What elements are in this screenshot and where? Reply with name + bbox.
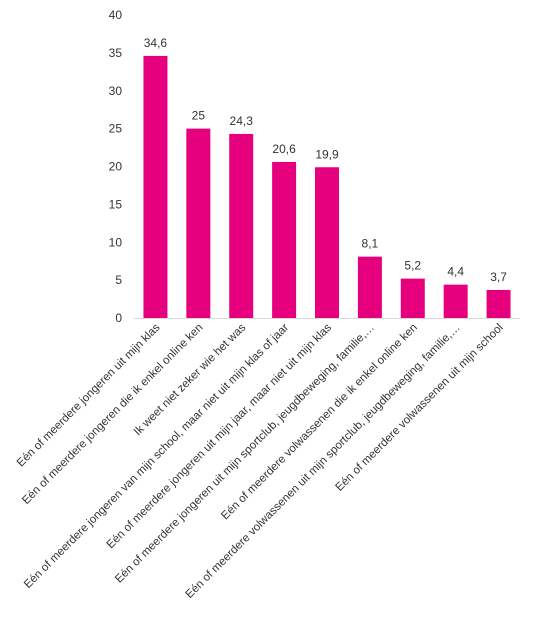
bar (357, 256, 382, 318)
bar (229, 133, 254, 318)
data-label: 20,6 (272, 142, 296, 156)
y-tick-label: 40 (109, 8, 123, 22)
data-label: 25 (192, 109, 206, 123)
y-tick-label: 0 (115, 311, 122, 325)
bars-group: 34,6 25 24,3 20,6 19,9 8,1 5,2 4,4 3,7 (143, 36, 511, 318)
category-label: Eén of meerdere volwassenen die ik enkel… (219, 322, 420, 523)
y-tick-label: 25 (109, 122, 123, 136)
bar (400, 278, 425, 318)
bar (186, 128, 211, 318)
data-label: 19,9 (315, 147, 339, 161)
y-tick-label: 10 (109, 235, 123, 249)
y-tick-label: 20 (109, 160, 123, 174)
y-tick-label: 15 (109, 197, 123, 211)
y-axis: 0 5 10 15 20 25 30 35 40 (109, 8, 123, 325)
y-tick-label: 5 (115, 273, 122, 287)
data-label: 5,2 (404, 259, 421, 273)
bar (486, 289, 511, 318)
y-tick-label: 35 (109, 46, 123, 60)
bar (143, 55, 168, 318)
data-label: 8,1 (362, 237, 379, 251)
bar (272, 161, 297, 318)
category-label: Eén of meerdere volwassenen uit mijn spo… (184, 322, 463, 601)
bar (443, 284, 468, 318)
data-label: 34,6 (144, 36, 168, 50)
category-label: Eén of meerdere jongeren uit mijn klas (15, 321, 163, 469)
bar (315, 167, 339, 318)
data-label: 24,3 (230, 114, 254, 128)
data-label: 4,4 (447, 265, 464, 279)
data-label: 3,7 (490, 270, 507, 284)
y-tick-label: 30 (109, 84, 123, 98)
x-axis: Eén of meerdere jongeren uit mijn klasEé… (15, 318, 520, 601)
